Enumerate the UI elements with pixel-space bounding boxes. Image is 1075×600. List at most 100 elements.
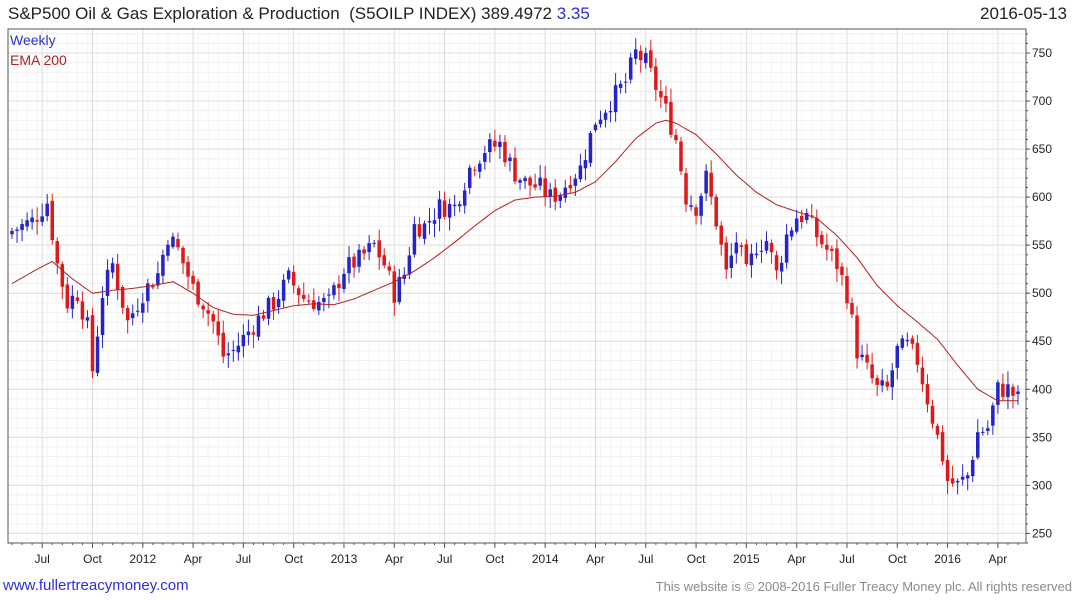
candle-body: [498, 141, 502, 148]
candle-body: [483, 153, 487, 162]
candle-body: [981, 431, 985, 433]
candle-body: [176, 239, 180, 248]
candle-body: [825, 244, 829, 250]
candle-body: [151, 286, 155, 288]
candle-body: [327, 294, 331, 296]
candle-body: [156, 273, 160, 286]
candle-body: [472, 169, 477, 171]
candle-body: [161, 254, 165, 276]
candle-body: [960, 476, 965, 480]
candle-body: [236, 345, 241, 353]
candle-body: [719, 225, 723, 245]
candle-body: [281, 279, 286, 301]
candle-body: [709, 172, 713, 197]
candle-body: [467, 167, 472, 188]
candle-body: [1011, 386, 1015, 396]
candle-body: [437, 199, 442, 219]
candle-body: [125, 308, 130, 321]
price-change: 3.35: [556, 4, 590, 23]
index-ticker: (S5OILP INDEX): [349, 4, 477, 23]
candle-body: [538, 177, 542, 186]
candle-body: [835, 248, 839, 270]
candle-body: [392, 271, 397, 303]
candle-body: [845, 275, 849, 304]
candle-body: [377, 240, 381, 258]
candle-body: [70, 295, 75, 309]
candle-body: [201, 305, 205, 310]
y-tick-label: 300: [1032, 478, 1052, 492]
y-tick-label: 550: [1032, 238, 1052, 252]
candle-body: [925, 384, 930, 405]
candle-body: [1016, 391, 1020, 394]
candle-body: [744, 244, 749, 264]
candle-body: [548, 189, 552, 198]
candle-body: [583, 160, 588, 169]
candle-body: [684, 173, 688, 205]
x-tick-label: Oct: [83, 552, 102, 566]
candle-body: [543, 178, 547, 197]
candle-body: [664, 95, 668, 104]
candle-body: [885, 381, 889, 387]
candle-body: [241, 334, 246, 347]
candle-body: [457, 204, 462, 207]
candle-body: [146, 283, 150, 302]
candle-body: [940, 432, 945, 462]
candle-body: [347, 257, 351, 274]
copyright-notice: This website is © 2008-2016 Fuller Treac…: [655, 579, 1072, 594]
candle-body: [337, 283, 341, 289]
x-tick-label: Jul: [236, 552, 251, 566]
x-tick-label: Oct: [486, 552, 505, 566]
x-tick-label: 2012: [129, 552, 156, 566]
candle-body: [975, 432, 980, 458]
candle-body: [382, 255, 386, 266]
y-tick-label: 650: [1032, 142, 1052, 156]
candle-body: [387, 266, 392, 271]
candle-body: [965, 475, 970, 479]
candle-body: [669, 101, 673, 135]
candle-body: [830, 248, 834, 251]
candle-body: [362, 249, 366, 254]
candle-body: [764, 240, 769, 251]
candle-body: [865, 354, 869, 363]
website-link[interactable]: www.fullertreacymoney.com: [3, 577, 189, 594]
plot-frame: [7, 28, 1027, 544]
candle-body: [166, 244, 170, 256]
candle-body: [120, 286, 125, 308]
index-name: S&P500 Oil & Gas Exploration & Productio…: [8, 4, 340, 23]
candle-body: [181, 247, 185, 264]
candle-body: [296, 288, 301, 296]
candle-body: [352, 256, 356, 268]
candle-body: [226, 353, 231, 356]
x-tick-label: Apr: [787, 552, 806, 566]
candle-body: [211, 314, 215, 322]
candle-body: [35, 220, 39, 222]
candle-body: [603, 112, 608, 120]
candle-body: [608, 111, 613, 113]
candle-body: [357, 249, 361, 267]
candle-body: [945, 460, 950, 482]
candle-body: [578, 165, 583, 180]
candle-body: [855, 315, 859, 359]
candle-body: [734, 242, 739, 254]
candle-body: [644, 53, 648, 64]
candle-body: [895, 345, 900, 368]
candle-body: [779, 262, 784, 272]
candle-body: [261, 315, 266, 319]
x-tick-label: Oct: [284, 552, 303, 566]
candle-body: [996, 382, 1000, 405]
candle-body: [80, 301, 85, 320]
candle-body: [789, 230, 794, 237]
candle-body: [55, 241, 60, 264]
candle-body: [810, 215, 814, 217]
candle-body: [598, 119, 603, 125]
x-tick-label: 2015: [733, 552, 760, 566]
candle-body: [694, 207, 698, 216]
candle-body: [75, 297, 80, 301]
chart-title: S&P500 Oil & Gas Exploration & Productio…: [8, 4, 590, 24]
candle-body: [50, 200, 55, 241]
candle-body: [950, 478, 955, 484]
candle-body: [759, 250, 764, 252]
ema-200-line: [11, 119, 1018, 402]
y-tick-label: 250: [1032, 526, 1052, 540]
candle-body: [729, 255, 734, 269]
